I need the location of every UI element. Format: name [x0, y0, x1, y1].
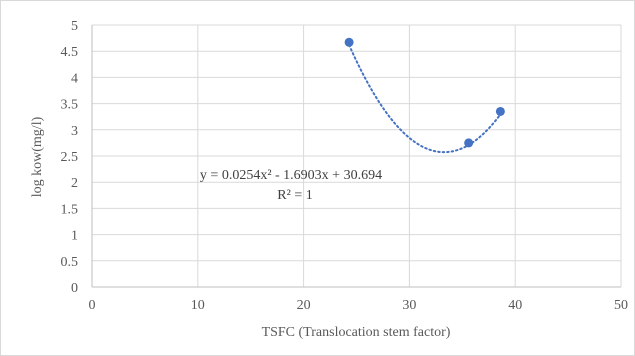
x-tick-label: 0: [89, 298, 96, 313]
x-tick-label: 10: [191, 298, 205, 313]
trendline-equation: y = 0.0254x² - 1.6903x + 30.694: [200, 168, 382, 183]
r-squared-label: R² = 1: [277, 188, 312, 203]
y-tick-label: 0.5: [61, 255, 79, 270]
y-tick-label: 4: [71, 71, 78, 86]
data-point: [495, 106, 505, 116]
polynomial-trendline: [348, 44, 502, 154]
data-points: [344, 37, 505, 148]
y-tick-label: 0: [71, 281, 78, 296]
x-tick-label: 20: [297, 298, 311, 313]
x-tick-label: 40: [508, 298, 522, 313]
x-tick-label: 50: [614, 298, 628, 313]
y-tick-label: 4.5: [61, 45, 79, 60]
x-tick-labels: 0 10 20 30 40 50: [89, 298, 629, 313]
y-tick-label: 2: [71, 176, 78, 191]
grid-lines: [92, 24, 622, 287]
y-tick-label: 1: [71, 229, 78, 244]
y-tick-label: 1.5: [61, 202, 79, 217]
x-axis-title: TSFC (Translocation stem factor): [262, 325, 451, 340]
y-tick-label: 5: [71, 19, 78, 34]
axes: [91, 25, 621, 288]
data-point: [464, 138, 474, 148]
trendline-layer: [348, 44, 502, 154]
x-tick-label: 30: [402, 298, 416, 313]
data-point: [344, 37, 354, 47]
y-tick-labels: 0 0.5 1 1.5 2 2.5 3 3.5 4 4.5 5: [61, 19, 79, 296]
y-axis-title: log kow(mg/l): [30, 116, 45, 197]
y-tick-label: 2.5: [61, 150, 79, 165]
y-tick-label: 3.5: [61, 98, 79, 113]
y-tick-label: 3: [71, 124, 78, 139]
